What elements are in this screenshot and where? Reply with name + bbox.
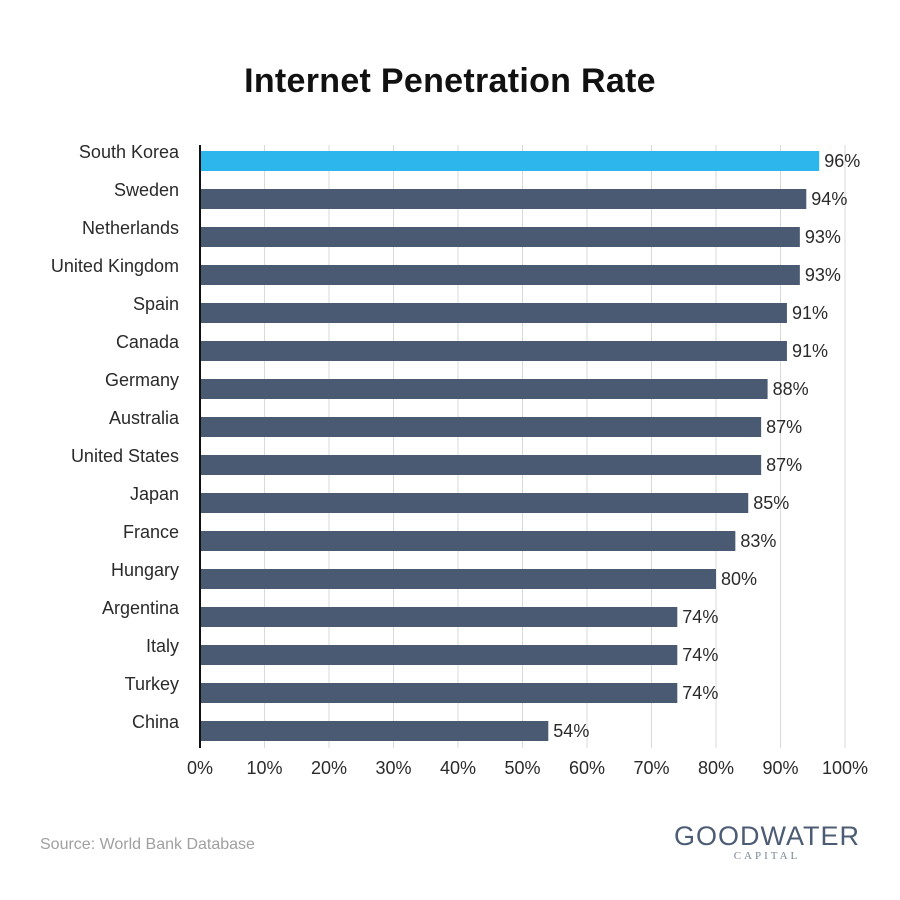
- category-label: Netherlands: [82, 218, 179, 238]
- data-label: 94%: [811, 189, 847, 209]
- bar: [200, 531, 736, 551]
- category-label: South Korea: [79, 142, 180, 162]
- bar: [200, 227, 800, 247]
- category-label: United Kingdom: [51, 256, 179, 276]
- data-label: 88%: [773, 379, 809, 399]
- data-label: 93%: [805, 265, 841, 285]
- data-label: 83%: [740, 531, 776, 551]
- bar: [200, 569, 716, 589]
- x-tick-label: 70%: [633, 758, 669, 778]
- category-label: Spain: [133, 294, 179, 314]
- bar: [200, 721, 549, 741]
- bar: [200, 189, 807, 209]
- data-label: 85%: [753, 493, 789, 513]
- x-tick-label: 10%: [246, 758, 282, 778]
- category-label: Argentina: [102, 598, 180, 618]
- data-label: 91%: [792, 303, 828, 323]
- bar: [200, 455, 762, 475]
- category-label: Germany: [105, 370, 179, 390]
- data-label: 93%: [805, 227, 841, 247]
- category-label: Australia: [109, 408, 180, 428]
- category-label: France: [123, 522, 179, 542]
- x-tick-label: 40%: [440, 758, 476, 778]
- data-label: 96%: [824, 151, 860, 171]
- x-axis-ticks: 0% 10% 20% 30% 40% 50% 60% 70% 80% 90% 100%: [187, 758, 868, 778]
- bar: [200, 607, 678, 627]
- data-label: 91%: [792, 341, 828, 361]
- logo-subtitle: CAPITAL: [733, 850, 801, 862]
- x-tick-label: 50%: [504, 758, 540, 778]
- data-label: 74%: [682, 683, 718, 703]
- x-tick-label: 80%: [698, 758, 734, 778]
- bar: [200, 379, 768, 399]
- category-label: Canada: [116, 332, 180, 352]
- data-label: 54%: [553, 721, 589, 741]
- category-label: Hungary: [111, 560, 179, 580]
- category-label: Sweden: [114, 180, 179, 200]
- x-tick-label: 90%: [762, 758, 798, 778]
- bars: [200, 151, 820, 741]
- chart-title: Internet Penetration Rate: [244, 62, 656, 100]
- goodwater-capital-logo: GOODWATER CAPITAL: [672, 822, 862, 862]
- x-tick-label: 30%: [375, 758, 411, 778]
- logo-wordmark: GOODWATER: [674, 821, 860, 851]
- bar: [200, 417, 762, 437]
- bar: [200, 493, 749, 513]
- value-labels: 96%94%93%93%91%91%88%87%87%85%83%80%74%7…: [553, 151, 860, 741]
- x-tick-label: 20%: [311, 758, 347, 778]
- x-tick-label: 100%: [822, 758, 868, 778]
- bar: [200, 341, 787, 361]
- data-label: 87%: [766, 417, 802, 437]
- category-label: Japan: [130, 484, 179, 504]
- x-tick-label: 0%: [187, 758, 213, 778]
- bar: [200, 303, 787, 323]
- category-label: United States: [71, 446, 179, 466]
- x-tick-label: 60%: [569, 758, 605, 778]
- data-label: 80%: [721, 569, 757, 589]
- bar: [200, 265, 800, 285]
- category-label: Italy: [146, 636, 179, 656]
- bar: [200, 151, 820, 171]
- category-label: China: [132, 712, 180, 732]
- source-note: Source: World Bank Database: [40, 836, 255, 853]
- category-labels: South Korea Sweden Netherlands United Kingd…: [51, 142, 180, 732]
- data-label: 74%: [682, 607, 718, 627]
- data-label: 87%: [766, 455, 802, 475]
- bar: [200, 645, 678, 665]
- bar: [200, 683, 678, 703]
- category-label: Turkey: [125, 674, 179, 694]
- data-label: 74%: [682, 645, 718, 665]
